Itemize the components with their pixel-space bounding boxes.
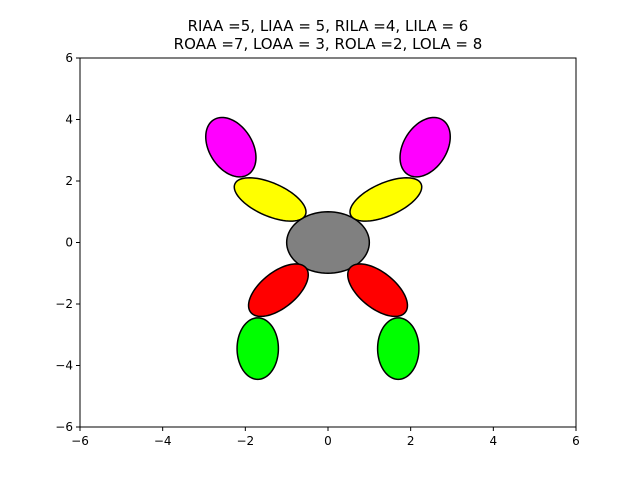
- ellipse-upper-left-inner: [233, 177, 307, 222]
- ellipse-lower-right-inner: [347, 263, 409, 318]
- y-tick-label: −6: [55, 420, 73, 434]
- y-tick-label: 4: [65, 113, 73, 127]
- x-tick-label: 0: [324, 434, 332, 448]
- x-tick-label: −4: [154, 434, 172, 448]
- axes-layer: −6 −4 −2 0 2 4 6 −6 −4 −2 0 2 4 6: [55, 51, 580, 448]
- x-tick-label: 6: [572, 434, 580, 448]
- y-tick-label: 0: [65, 236, 73, 250]
- ellipse-lower-left-inner: [247, 263, 309, 318]
- title-line-1: RIAA =5, LIAA = 5, RILA =4, LILA = 6: [188, 17, 469, 35]
- y-tick-label: 6: [65, 51, 73, 65]
- shapes-layer: [205, 116, 451, 381]
- x-tick-label: 4: [490, 434, 498, 448]
- ellipse-upper-right-inner: [349, 177, 423, 222]
- ellipse-upper-left-outer: [205, 116, 257, 178]
- x-tick-label: −2: [236, 434, 254, 448]
- y-tick-label: −2: [55, 297, 73, 311]
- y-tick-label: 2: [65, 174, 73, 188]
- title-line-2: ROAA =7, LOAA = 3, ROLA =2, LOLA = 8: [174, 35, 483, 53]
- ellipse-upper-right-outer: [399, 116, 451, 178]
- x-tick-label: −6: [71, 434, 89, 448]
- x-tick-label: 2: [407, 434, 415, 448]
- y-tick-label: −4: [55, 359, 73, 373]
- ellipse-lower-left-outer: [236, 317, 280, 381]
- ellipse-lower-right-outer: [376, 317, 420, 381]
